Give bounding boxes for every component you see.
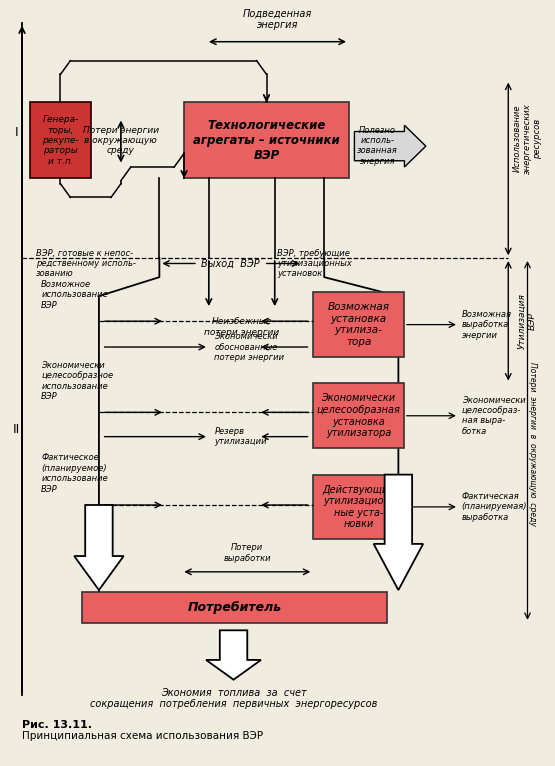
Text: Полезно
исполь-
зованная
энергия: Полезно исполь- зованная энергия: [357, 126, 398, 166]
Text: Фактическое
(планируемое)
использование
ВЭР: Фактическое (планируемое) использование …: [41, 453, 108, 493]
Text: Потери энергии
в окружающую
среду: Потери энергии в окружающую среду: [83, 126, 159, 155]
Text: Потери
выработки: Потери выработки: [224, 543, 271, 563]
Text: Действующие
утилизацион-
ные уста-
новки: Действующие утилизацион- ные уста- новки: [322, 484, 395, 529]
Text: Технологические
агрегаты – источники
ВЭР: Технологические агрегаты – источники ВЭР: [193, 119, 340, 162]
Text: Экономия  топлива  за  счет
сокращения  потребления  первичных  энергоресурсов: Экономия топлива за счет сокращения потр…: [90, 688, 377, 709]
Text: Экономически
целесообразное
использование
ВЭР: Экономически целесообразное использовани…: [41, 361, 113, 401]
Text: Выход  ВЭР: Выход ВЭР: [201, 258, 260, 268]
Text: Подведенная
энергия: Подведенная энергия: [243, 8, 312, 31]
FancyBboxPatch shape: [313, 293, 404, 357]
Text: ВЭР, требующие
утилизационных
установок: ВЭР, требующие утилизационных установок: [278, 249, 352, 278]
Text: Принципиальная схема использования ВЭР: Принципиальная схема использования ВЭР: [22, 731, 263, 741]
Text: Возможная
выработка
энергии: Возможная выработка энергии: [462, 309, 512, 339]
Text: Потери  энергии  в  окружающую  среду: Потери энергии в окружающую среду: [528, 362, 537, 526]
Text: Экономически
целесообраз-
ная выра-
ботка: Экономически целесообраз- ная выра- ботк…: [462, 396, 526, 436]
Text: Утилизация
ВЭР: Утилизация ВЭР: [518, 293, 537, 349]
Text: Экономически
обоснованные
потери энергии: Экономически обоснованные потери энергии: [214, 332, 285, 362]
FancyBboxPatch shape: [313, 475, 404, 539]
Polygon shape: [374, 475, 423, 590]
Text: Резерв
утилизации: Резерв утилизации: [214, 427, 267, 447]
Text: Возможное
использование
ВЭР: Возможное использование ВЭР: [41, 280, 108, 309]
Text: Рис. 13.11.: Рис. 13.11.: [22, 720, 92, 730]
Polygon shape: [355, 126, 426, 167]
Text: I: I: [14, 126, 18, 139]
Polygon shape: [74, 505, 124, 590]
Text: ВЭР, готовые к непос-
редственному исполь-
зованию: ВЭР, готовые к непос- редственному испол…: [36, 249, 135, 278]
Polygon shape: [206, 630, 261, 679]
Text: Потребитель: Потребитель: [188, 601, 282, 614]
Text: Возможная
установка
утилиза-
тора: Возможная установка утилиза- тора: [327, 303, 390, 347]
Text: Экономически
целесообразная
установка
утилизатора: Экономически целесообразная установка ут…: [316, 394, 401, 438]
FancyBboxPatch shape: [31, 103, 90, 178]
Text: Фактическая
(планируемая)
выработка: Фактическая (планируемая) выработка: [462, 492, 527, 522]
FancyBboxPatch shape: [313, 384, 404, 448]
Text: Неизбежные
потери энергии: Неизбежные потери энергии: [204, 317, 279, 337]
Text: Генера-
торы,
рекупе-
раторы
и т.п.: Генера- торы, рекупе- раторы и т.п.: [42, 115, 79, 165]
Text: II: II: [13, 423, 20, 436]
FancyBboxPatch shape: [184, 103, 349, 178]
FancyBboxPatch shape: [83, 592, 387, 623]
Text: Использование
энергетических
ресурсов: Использование энергетических ресурсов: [513, 103, 542, 174]
